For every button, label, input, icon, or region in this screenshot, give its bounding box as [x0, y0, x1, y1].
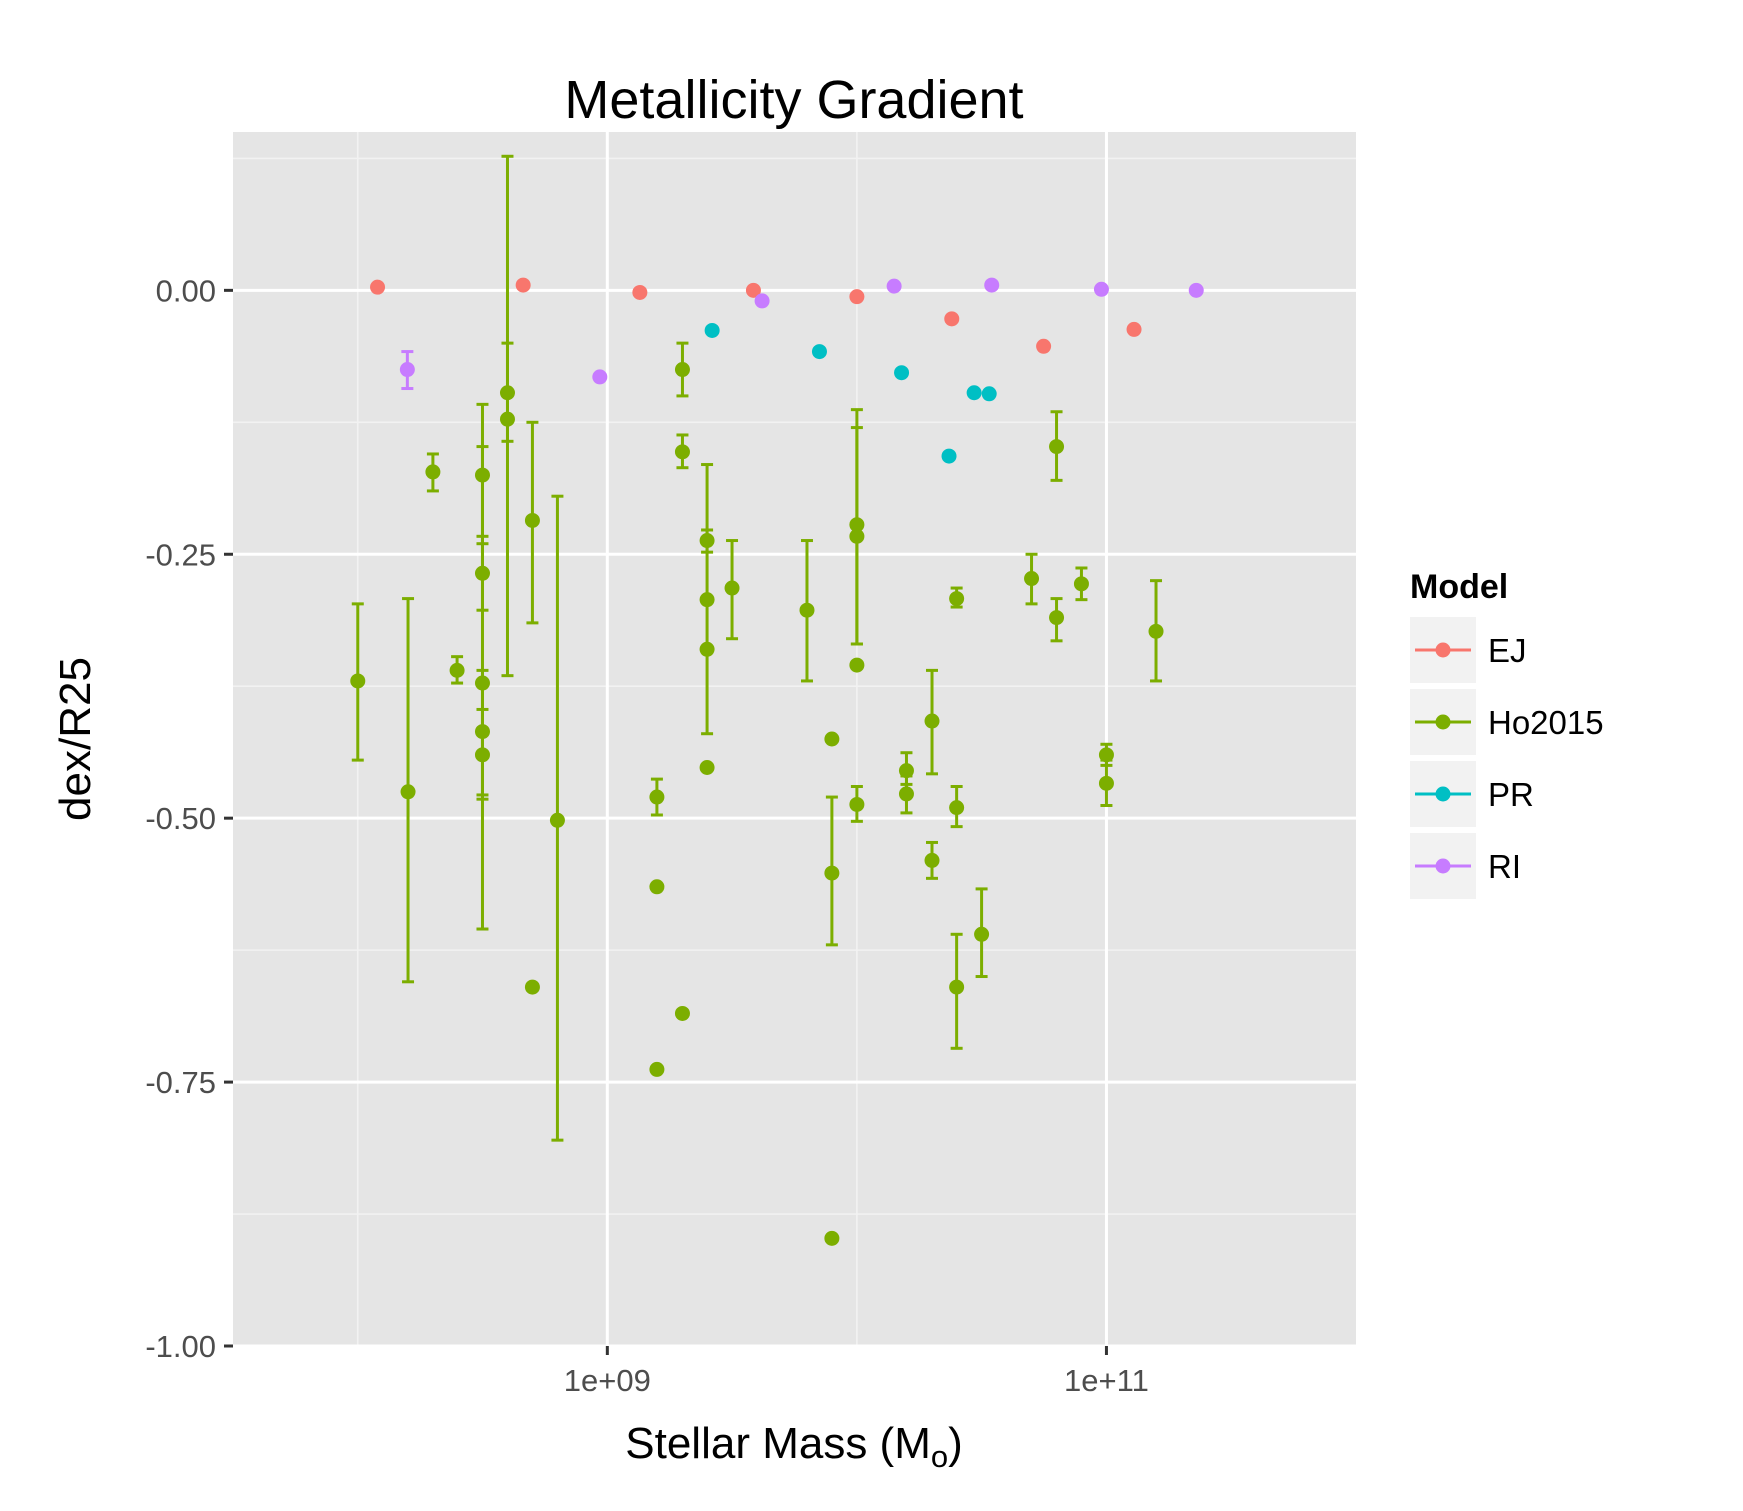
point-Ho2015: [474, 675, 490, 691]
point-RI: [1093, 281, 1109, 297]
legend-point-EJ: [1435, 642, 1451, 658]
point-Ho2015: [674, 1005, 690, 1021]
point-Ho2015: [824, 731, 840, 747]
point-Ho2015: [824, 865, 840, 881]
point-Ho2015: [699, 641, 715, 657]
point-Ho2015: [1098, 775, 1114, 791]
y-tick-label: -0.25: [145, 537, 216, 572]
point-Ho2015: [949, 979, 965, 995]
y-tick-label: -0.75: [145, 1065, 216, 1100]
point-Ho2015: [924, 852, 940, 868]
point-Ho2015: [674, 444, 690, 460]
x-tick-label: 1e+09: [564, 1363, 651, 1398]
point-Ho2015: [1148, 623, 1164, 639]
point-Ho2015: [499, 385, 515, 401]
point-Ho2015: [849, 657, 865, 673]
point-PR: [966, 385, 982, 401]
x-axis-label-subscript: o: [931, 1439, 948, 1474]
point-Ho2015: [649, 789, 665, 805]
point-Ho2015: [849, 517, 865, 533]
point-RI: [592, 369, 608, 385]
point-Ho2015: [1049, 610, 1065, 626]
point-Ho2015: [1073, 576, 1089, 592]
point-EJ: [944, 311, 960, 327]
point-Ho2015: [699, 592, 715, 608]
point-EJ: [370, 279, 386, 295]
legend-point-PR: [1435, 786, 1451, 802]
point-EJ: [745, 282, 761, 298]
point-EJ: [1126, 321, 1142, 337]
point-PR: [811, 344, 827, 360]
point-EJ: [1036, 338, 1052, 354]
point-Ho2015: [724, 580, 740, 596]
point-EJ: [632, 284, 648, 300]
point-EJ: [515, 277, 531, 293]
point-Ho2015: [949, 800, 965, 816]
legend-point-RI: [1435, 858, 1451, 874]
point-EJ: [849, 289, 865, 305]
point-RI: [886, 278, 902, 294]
point-Ho2015: [699, 760, 715, 776]
point-Ho2015: [474, 747, 490, 763]
major-gridlines: [233, 132, 1356, 1348]
x-tick-label: 1e+11: [1064, 1363, 1149, 1398]
point-Ho2015: [824, 1230, 840, 1246]
point-Ho2015: [449, 662, 465, 678]
point-PR: [941, 448, 957, 464]
point-Ho2015: [524, 979, 540, 995]
legend-label-RI: RI: [1488, 848, 1521, 885]
point-Ho2015: [799, 602, 815, 618]
point-Ho2015: [400, 784, 416, 800]
y-axis: 0.00 -0.25 -0.50 -0.75 -1.00: [145, 273, 233, 1364]
point-PR: [704, 322, 720, 338]
data-points: [350, 277, 1204, 1246]
point-Ho2015: [699, 533, 715, 549]
y-tick-label: -0.50: [145, 801, 216, 836]
legend-point-Ho2015: [1435, 714, 1451, 730]
point-PR: [894, 365, 910, 381]
point-Ho2015: [474, 565, 490, 581]
point-Ho2015: [649, 879, 665, 895]
point-Ho2015: [849, 528, 865, 544]
point-Ho2015: [350, 673, 366, 689]
x-axis-label-close: ): [948, 1419, 963, 1468]
y-tick-label: 0.00: [156, 273, 216, 308]
point-RI: [399, 362, 415, 378]
point-RI: [754, 293, 770, 309]
plot-panel: [233, 132, 1356, 1346]
point-Ho2015: [924, 713, 940, 729]
chart-title: Metallicity Gradient: [564, 70, 1023, 130]
point-Ho2015: [974, 926, 990, 942]
point-Ho2015: [474, 467, 490, 483]
point-Ho2015: [1098, 747, 1114, 763]
point-Ho2015: [849, 796, 865, 812]
point-Ho2015: [898, 763, 914, 779]
point-Ho2015: [898, 786, 914, 802]
legend-label-EJ: EJ: [1488, 632, 1527, 669]
legend-label-Ho2015: Ho2015: [1488, 704, 1604, 741]
point-Ho2015: [674, 362, 690, 378]
x-axis-label: Stellar Mass (Mo): [625, 1419, 963, 1474]
x-axis-label-main: Stellar Mass (M: [625, 1419, 931, 1468]
point-RI: [1188, 282, 1204, 298]
point-Ho2015: [1049, 439, 1065, 455]
point-Ho2015: [549, 812, 565, 828]
point-PR: [981, 386, 997, 402]
point-Ho2015: [474, 724, 490, 740]
y-tick-label: -1.00: [145, 1329, 216, 1364]
y-axis-label: dex/R25: [51, 657, 100, 821]
point-RI: [984, 277, 1000, 293]
point-Ho2015: [499, 411, 515, 427]
legend: Model EJ Ho2015 PR RI: [1410, 568, 1604, 899]
point-Ho2015: [425, 464, 441, 480]
point-Ho2015: [949, 591, 965, 607]
point-Ho2015: [649, 1061, 665, 1077]
point-Ho2015: [524, 512, 540, 528]
legend-label-PR: PR: [1488, 776, 1534, 813]
x-axis: 1e+09 1e+11: [564, 1346, 1149, 1398]
point-Ho2015: [1024, 571, 1040, 587]
legend-title: Model: [1410, 568, 1508, 606]
